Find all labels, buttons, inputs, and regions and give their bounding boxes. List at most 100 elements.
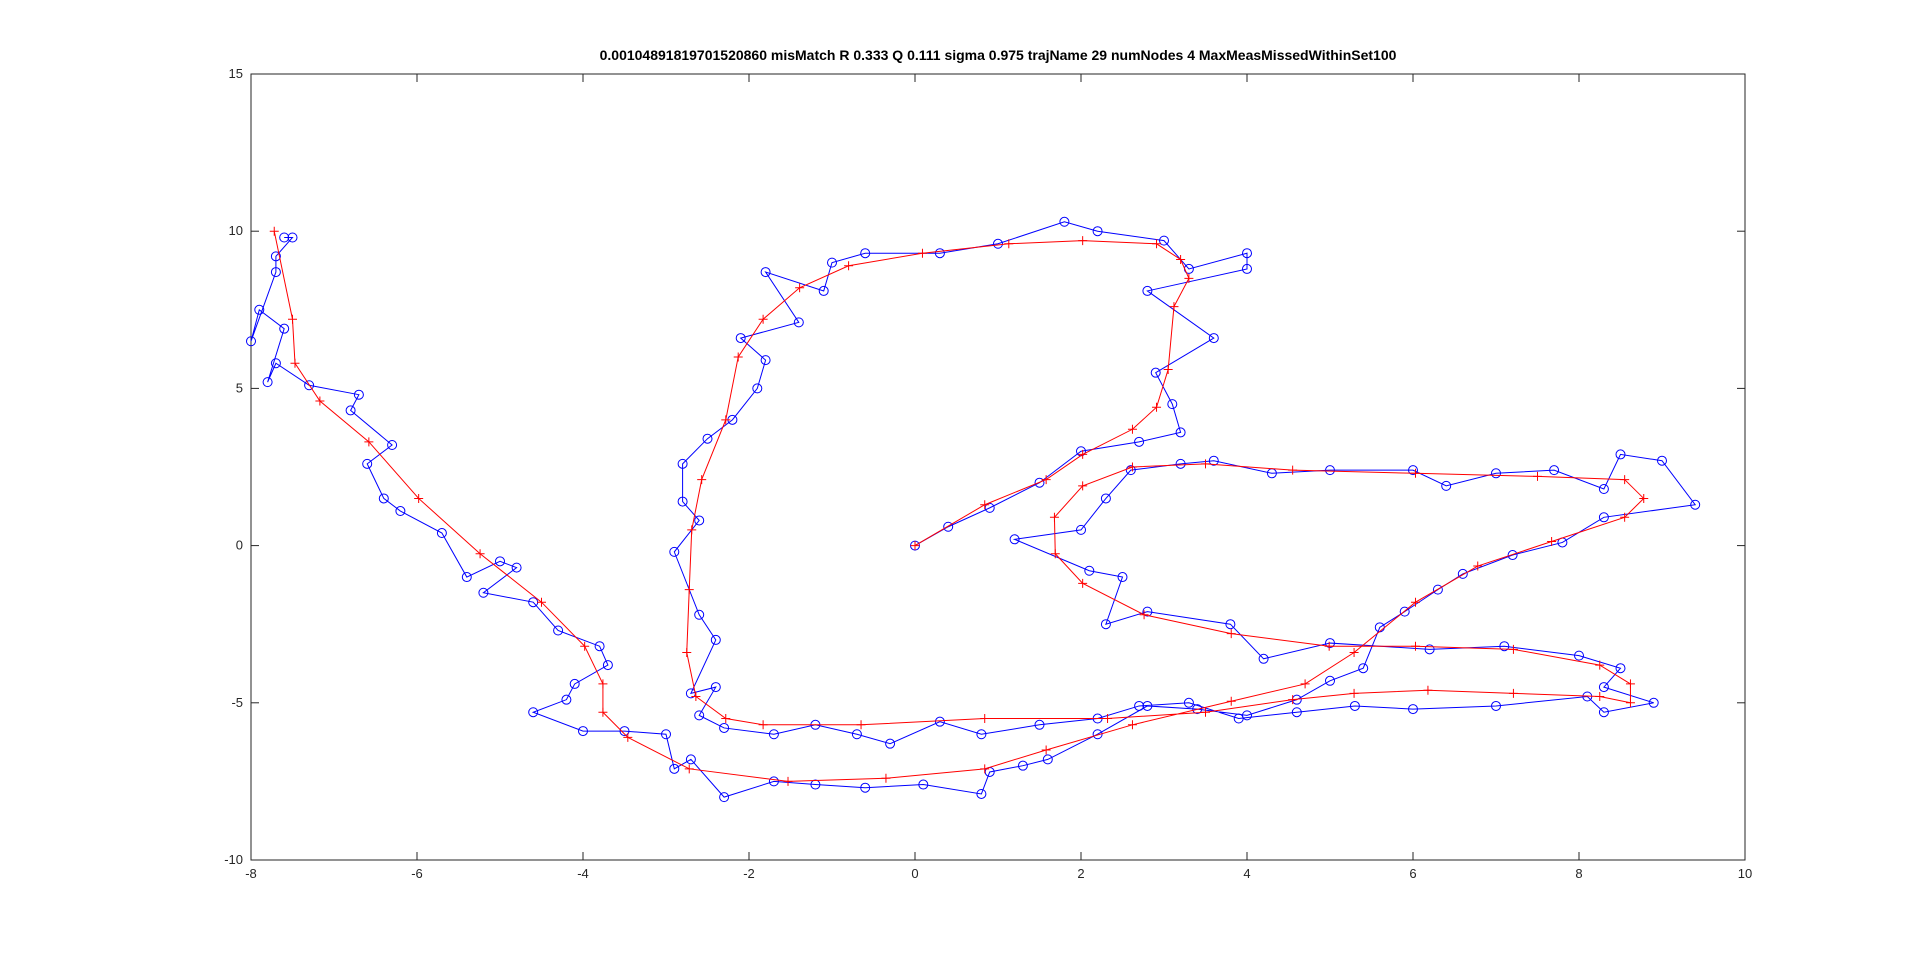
point-marker bbox=[270, 358, 281, 369]
y-tick-label: -5 bbox=[231, 695, 243, 710]
point-marker bbox=[1549, 465, 1560, 476]
point-marker bbox=[1078, 578, 1088, 588]
point-marker bbox=[1208, 455, 1219, 466]
point-marker bbox=[1639, 493, 1649, 503]
point-marker bbox=[980, 500, 990, 510]
x-tick-label: 10 bbox=[1738, 866, 1752, 881]
point-marker bbox=[1208, 333, 1219, 344]
point-marker bbox=[1192, 704, 1203, 715]
point-marker bbox=[1034, 477, 1045, 488]
point-marker bbox=[315, 396, 325, 406]
point-marker bbox=[598, 707, 608, 717]
point-marker bbox=[1159, 235, 1169, 246]
point-marker bbox=[353, 389, 364, 400]
point-marker bbox=[768, 776, 779, 787]
series-line bbox=[273, 231, 1645, 782]
point-marker bbox=[1176, 254, 1186, 264]
point-marker bbox=[1117, 572, 1128, 583]
point-marker bbox=[1100, 493, 1111, 504]
point-marker bbox=[1226, 696, 1236, 706]
point-marker bbox=[710, 634, 721, 645]
point-marker bbox=[1408, 465, 1418, 476]
point-marker bbox=[844, 261, 854, 271]
point-marker bbox=[1288, 465, 1298, 475]
point-marker bbox=[1574, 650, 1584, 661]
point-marker bbox=[684, 585, 694, 595]
point-marker bbox=[856, 720, 866, 730]
point-marker bbox=[1084, 565, 1095, 576]
point-marker bbox=[1059, 216, 1070, 227]
point-marker bbox=[561, 694, 572, 705]
point-marker bbox=[1142, 606, 1153, 617]
point-marker bbox=[1092, 226, 1103, 237]
point-marker bbox=[795, 283, 805, 293]
point-marker bbox=[719, 792, 730, 803]
point-marker bbox=[1242, 263, 1252, 274]
point-marker bbox=[364, 437, 374, 447]
point-marker bbox=[758, 314, 768, 324]
point-marker bbox=[760, 267, 771, 278]
point-marker bbox=[976, 788, 987, 799]
x-tick-label: 2 bbox=[1077, 866, 1084, 881]
point-marker bbox=[1139, 610, 1149, 620]
point-marker bbox=[1595, 660, 1605, 670]
point-marker bbox=[1150, 367, 1161, 378]
point-marker bbox=[1598, 682, 1609, 693]
point-marker bbox=[1595, 692, 1605, 702]
point-marker bbox=[1620, 475, 1630, 485]
point-marker bbox=[783, 776, 793, 786]
point-marker bbox=[1441, 480, 1452, 491]
point-marker bbox=[1152, 239, 1162, 249]
point-marker bbox=[1183, 697, 1194, 708]
point-marker bbox=[976, 729, 987, 740]
point-marker bbox=[345, 405, 356, 416]
point-marker bbox=[1078, 236, 1088, 246]
point-marker bbox=[1423, 685, 1433, 695]
point-marker bbox=[288, 314, 297, 324]
point-marker bbox=[1410, 468, 1420, 478]
point-marker bbox=[1175, 458, 1186, 469]
point-marker bbox=[1142, 285, 1153, 296]
point-marker bbox=[262, 377, 273, 388]
point-marker bbox=[290, 358, 300, 368]
point-marker bbox=[1349, 688, 1359, 698]
point-marker bbox=[1049, 512, 1059, 522]
point-marker bbox=[1598, 512, 1609, 523]
point-marker bbox=[1201, 459, 1210, 469]
point-marker bbox=[1424, 644, 1435, 655]
point-marker bbox=[1134, 700, 1145, 711]
point-marker bbox=[1078, 481, 1088, 491]
point-marker bbox=[553, 625, 564, 636]
point-marker bbox=[721, 415, 731, 425]
point-marker bbox=[1325, 675, 1335, 686]
point-marker bbox=[1050, 549, 1060, 559]
point-marker bbox=[733, 352, 743, 362]
x-tick-label: 4 bbox=[1243, 866, 1250, 881]
point-marker bbox=[735, 333, 746, 344]
point-marker bbox=[362, 458, 373, 469]
point-marker bbox=[1167, 399, 1178, 410]
point-marker bbox=[917, 248, 927, 258]
point-marker bbox=[1163, 365, 1173, 375]
point-marker bbox=[1325, 638, 1335, 649]
point-marker bbox=[918, 779, 929, 790]
point-marker bbox=[1473, 561, 1483, 571]
point-marker bbox=[270, 251, 281, 262]
point-marker bbox=[1324, 641, 1334, 651]
point-marker bbox=[254, 304, 265, 315]
point-marker bbox=[758, 720, 768, 730]
point-marker bbox=[511, 562, 522, 573]
y-tick-label: 10 bbox=[229, 223, 243, 238]
point-marker bbox=[279, 232, 290, 243]
point-marker bbox=[1508, 644, 1518, 654]
series-line bbox=[250, 221, 1697, 798]
point-marker bbox=[1410, 641, 1420, 651]
point-marker bbox=[436, 528, 447, 539]
point-marker bbox=[1233, 713, 1244, 724]
axes-box bbox=[250, 73, 1746, 861]
point-marker bbox=[1507, 550, 1518, 561]
point-marker bbox=[495, 556, 505, 567]
point-marker bbox=[1201, 707, 1210, 717]
point-marker bbox=[669, 546, 680, 557]
point-marker bbox=[710, 682, 721, 693]
